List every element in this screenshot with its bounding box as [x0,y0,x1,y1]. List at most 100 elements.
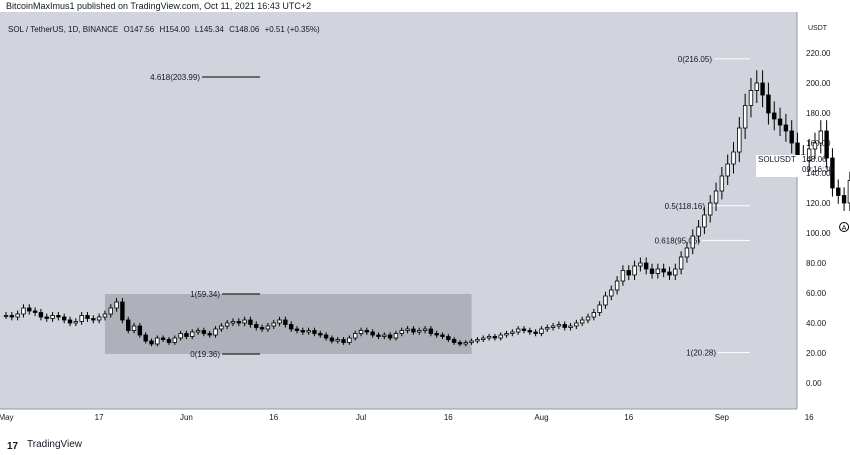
candle-body [27,307,32,312]
candle-body [358,330,364,334]
ohlc-legend: SOL / TetherUS, 1D, BINANCE O147.56 H154… [8,25,320,34]
y-tick-label: 40.00 [806,319,827,328]
candle-body [486,336,492,339]
candle-body [521,328,527,331]
candle-body [318,333,323,336]
footer: 17 TradingView [0,434,850,455]
logo-mark: 17 [7,441,19,450]
candle-body [201,330,207,334]
candle-body [498,334,503,339]
candle-body [644,262,649,270]
candle-body [673,268,678,276]
chart-area[interactable]: 220.00 200.00 180.00 160.00 140.00 120.00 100.… [0,12,850,429]
candle-body [713,190,719,204]
candle-body [9,315,15,318]
candle-body [760,82,765,96]
high-label: H [159,25,166,34]
candle-body [67,319,73,324]
candle-body [329,337,335,342]
candle-body [585,316,591,321]
candle-body [702,214,707,228]
candle-body [254,324,259,328]
brand-name: TradingView [27,439,83,450]
candle-body [568,325,573,328]
y-tick-label: 160.00 [806,139,831,148]
last-price-tag: SOLUSDT 148.06 09:16:30 [756,155,833,177]
high-value: 154.00 [165,25,190,34]
y-tick-label: 140.00 [806,169,831,178]
candle-body [609,289,614,297]
candle-body [678,256,684,270]
price-chart[interactable]: 220.00200.00180.00160.00140.00120.00100.… [0,12,850,429]
fib-level-label: 0(216.05) [678,55,713,64]
candle-body [184,333,189,337]
candle-body [126,319,131,331]
change-value: +0.51 (+0.35%) [264,25,320,34]
low-label: L [194,25,200,34]
candle-body [684,247,690,258]
fib-level-label: 0(19.36) [190,350,220,359]
candle-body [96,316,102,321]
candle-body [248,319,253,325]
candle-body [667,271,672,276]
wave-label-text: A [842,225,847,232]
candle-body [597,304,602,313]
y-tick-label: 220.00 [806,49,831,58]
candle-body [352,333,358,339]
candle-body [719,175,725,192]
candle-body [795,142,800,156]
candle-body [277,319,282,324]
candle-body [562,324,567,328]
candle-body [155,337,160,345]
candle-body [731,151,736,165]
candle-body [143,334,148,342]
candle-body [579,319,585,324]
x-tick-label: Jul [356,413,366,422]
candle-body [405,328,410,331]
candle-body [789,130,794,144]
candle-body [533,331,538,334]
candle-body [219,325,224,330]
candle-body [638,262,643,267]
candle-body [300,330,306,333]
candle-body [550,325,556,328]
candle-body [417,330,422,333]
candle-body [265,325,271,330]
candle-body [481,337,486,340]
candle-body [556,324,562,327]
candle-body [446,336,451,340]
candle-body [475,339,480,342]
candle-body [399,330,404,334]
price-tag-symbol: SOLUSDT [758,155,796,164]
candle-body [492,336,498,339]
candle-body [748,90,754,106]
candle-body [114,301,119,309]
publisher-line: BitcoinMaxImus1 published on TradingView… [6,1,312,11]
candle-body [451,339,457,343]
open-value: 147.56 [129,25,155,34]
candle-body [725,163,730,177]
price-axis-background [797,12,850,429]
candle-body [603,295,608,306]
fib-level-label: 1(59.34) [190,290,220,299]
x-tick-label: 16 [624,413,633,422]
candle-body [120,301,125,321]
price-tag-value: 148.06 [802,155,827,164]
candle-body [259,327,265,330]
candle-body [44,316,49,319]
candle-body [38,312,44,318]
candle-body [812,142,818,150]
fib-level-label: 0.5(118.16) [665,202,706,211]
candle-body [370,331,375,336]
candle-body [91,318,96,321]
range-box [104,293,472,354]
candle-body [440,334,445,337]
candle-body [288,324,294,330]
fib-level-label: 0.618(95.06) [655,236,701,245]
candle-body [620,270,626,282]
candle-body [766,94,771,114]
y-tick-label: 100.00 [806,229,831,238]
candle-body [772,112,777,120]
candle-body [207,333,212,336]
candle-body [655,268,661,274]
